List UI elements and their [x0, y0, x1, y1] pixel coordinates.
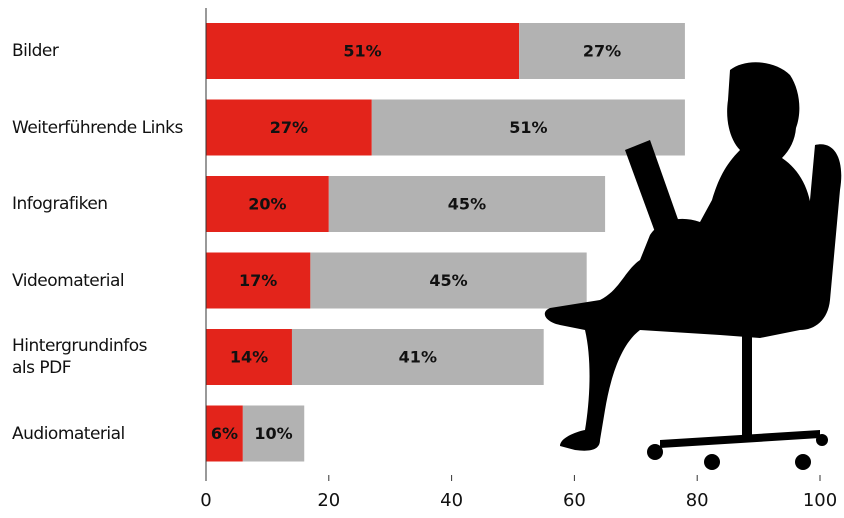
bar-segment	[242, 405, 305, 462]
x-tick-label: 100	[803, 490, 837, 511]
x-tick-label: 0	[200, 490, 211, 511]
x-tick-label: 60	[563, 490, 586, 511]
value-label: 27%	[270, 118, 308, 137]
category-label: Audiomaterial	[12, 423, 125, 444]
x-tick-label: 80	[686, 490, 709, 511]
value-label: 27%	[583, 42, 621, 61]
silhouette	[544, 62, 842, 470]
category-label: Bilder	[12, 41, 59, 61]
bar-segment	[310, 252, 587, 309]
bar-segment	[371, 99, 685, 156]
category-label: Videomaterial	[12, 270, 125, 291]
x-tick-label: 20	[317, 490, 340, 511]
value-label: 20%	[248, 195, 286, 214]
bar-segment	[206, 252, 311, 309]
bar-segment	[206, 23, 520, 79]
x-tick-label: 40	[440, 490, 463, 511]
value-label: 41%	[399, 348, 437, 367]
value-label: 6%	[211, 424, 238, 443]
value-label: 51%	[343, 42, 381, 61]
bar-segment	[206, 329, 292, 385]
category-label: Infografiken	[12, 194, 108, 214]
category-label: Weiterführende Links	[12, 117, 183, 138]
value-label: 17%	[239, 271, 277, 290]
value-label: 45%	[448, 195, 486, 214]
value-label: 51%	[509, 118, 547, 137]
bar-segment	[291, 329, 544, 385]
category-label: Hintergrundinfos als PDF	[12, 336, 147, 378]
bar-segment	[328, 176, 606, 232]
bar-segment	[519, 23, 685, 79]
bar-segment	[206, 99, 372, 156]
value-label: 14%	[230, 348, 268, 367]
value-label: 45%	[429, 271, 467, 290]
bar-segment	[206, 176, 329, 232]
bar-segment	[206, 405, 243, 462]
value-label: 10%	[254, 424, 292, 443]
